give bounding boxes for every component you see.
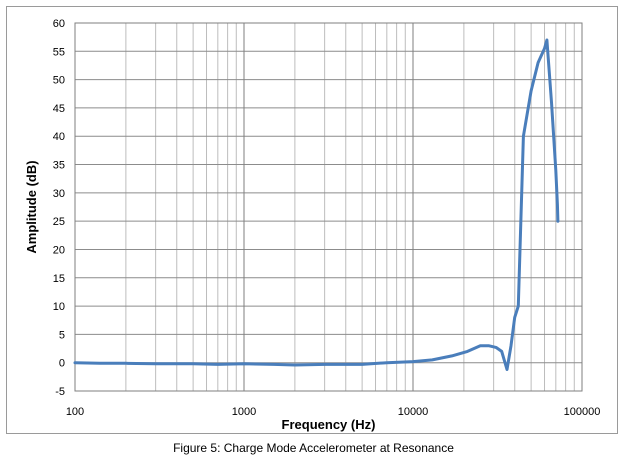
amplitude-frequency-chart: -5 0 5 10 15 20 25 30 35 40 45 50 55 60 100 1000 10000 10…: [24, 18, 601, 432]
y-tick-label: 55: [53, 46, 65, 58]
y-tick-label: 0: [59, 358, 65, 370]
y-tick-label: 50: [53, 75, 65, 87]
y-tick-label: 10: [53, 301, 65, 313]
y-tick-label: 15: [53, 273, 65, 285]
y-tick-label: -5: [55, 386, 65, 398]
x-tick-label: 100: [66, 406, 84, 418]
y-tick-label: 30: [53, 188, 65, 200]
y-tick-label: 35: [53, 160, 65, 172]
y-tick-label: 20: [53, 244, 65, 256]
figure-caption: Figure 5: Charge Mode Accelerometer at R…: [173, 441, 454, 455]
y-tick-label: 25: [53, 216, 65, 228]
y-tick-label: 5: [59, 329, 65, 341]
amplitude-series-line: [73, 38, 560, 371]
x-tick-label: 1000: [232, 406, 256, 418]
y-tick-label: 45: [53, 103, 65, 115]
x-axis-title: Frequency (Hz): [282, 417, 376, 432]
chart-frame: -5 0 5 10 15 20 25 30 35 40 45 50 55 60 100 1000 10000 10…: [6, 6, 618, 434]
x-tick-label: 100000: [564, 406, 601, 418]
y-tick-label: 40: [53, 131, 65, 143]
y-axis-title: Amplitude (dB): [24, 160, 39, 253]
y-tick-label: 60: [53, 18, 65, 30]
plot-area-border: [74, 22, 583, 392]
x-tick-label: 10000: [398, 406, 429, 418]
